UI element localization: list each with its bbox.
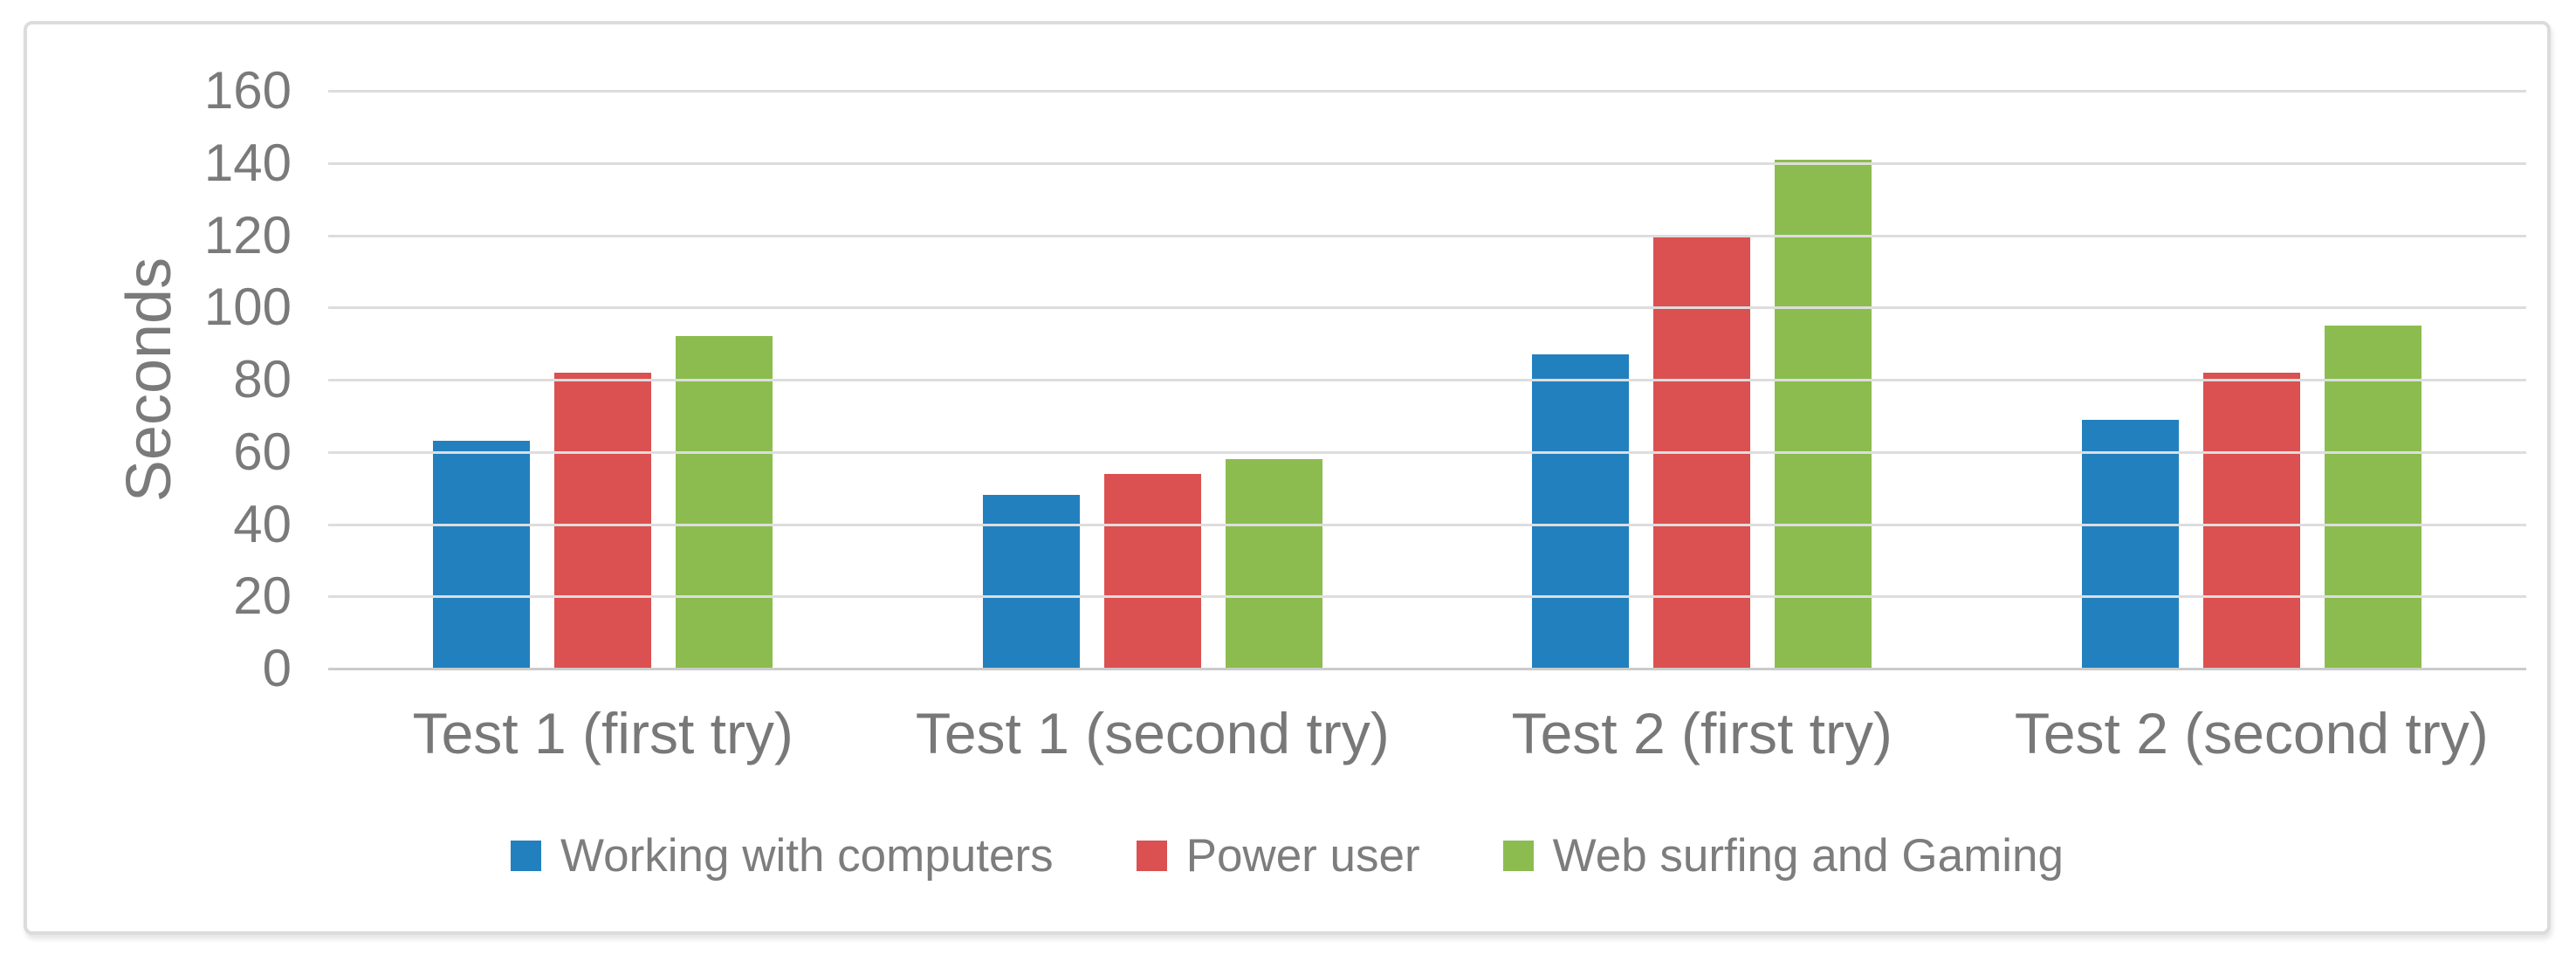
y-axis-tick-labels: 160 140 120 100 80 60 40 20 0 [27, 65, 292, 695]
legend-label: Working with computers [560, 829, 1054, 882]
legend: Working with computers Power user Web surf… [27, 824, 2547, 887]
bar [554, 372, 652, 669]
x-category-label: Test 2 (second try) [2014, 701, 2489, 765]
legend-marker-icon [1502, 840, 1534, 871]
legend-label: Power user [1185, 829, 1420, 882]
legend-item: Working with computers [511, 829, 1054, 882]
y-tick-label: 20 [233, 566, 292, 626]
y-tick-label: 160 [203, 61, 292, 120]
chart-frame: Seconds 160 140 120 100 80 60 40 20 0 Test 1 (fi… [24, 21, 2551, 935]
bar [1532, 354, 1630, 669]
y-tick-label: 60 [233, 422, 292, 481]
bar [982, 495, 1080, 669]
bar [1775, 159, 1872, 669]
plot-area [328, 90, 2527, 670]
bar-group [328, 91, 878, 669]
gridline [328, 161, 2526, 165]
legend-item: Web surfing and Gaming [1502, 829, 2064, 882]
y-tick-label: 120 [203, 205, 292, 264]
gridline [328, 523, 2526, 526]
x-category-label: Test 1 (second try) [915, 701, 1390, 765]
bar [1103, 473, 1201, 669]
gridline [328, 90, 2526, 93]
bar [2202, 372, 2300, 669]
x-axis-line [328, 668, 2526, 670]
gridline [328, 306, 2526, 310]
x-category-label: Test 1 (first try) [412, 701, 793, 765]
y-tick-label: 100 [203, 278, 292, 337]
bar-group [1977, 91, 2527, 669]
y-tick-label: 80 [233, 350, 292, 408]
bar [2081, 419, 2179, 669]
legend-item: Power user [1136, 829, 1420, 882]
bar [676, 336, 773, 669]
y-tick-label: 0 [262, 639, 292, 697]
gridline [328, 234, 2526, 237]
x-axis-category-labels: Test 1 (first try) Test 1 (second try) Tes… [328, 693, 2526, 773]
legend-label: Web surfing and Gaming [1552, 829, 2064, 882]
x-category-label: Test 2 (first try) [1511, 701, 1893, 765]
bar [1225, 459, 1322, 669]
legend-marker-icon [1136, 840, 1167, 871]
bar [2324, 325, 2421, 669]
bar [433, 441, 531, 669]
y-tick-label: 40 [233, 494, 292, 553]
gridline [328, 595, 2526, 599]
y-tick-label: 140 [203, 133, 292, 192]
gridline [328, 450, 2526, 454]
legend-marker-icon [511, 840, 542, 871]
gridline [328, 379, 2526, 381]
